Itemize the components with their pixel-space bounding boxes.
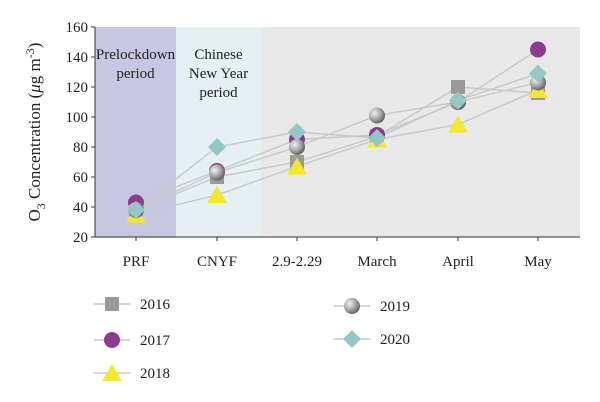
legend: 2016 2017 2018 2019 2020 [94, 297, 410, 382]
x-tick-label: May [524, 254, 552, 270]
legend-marker-2016 [105, 297, 119, 311]
y-tick-label: 20 [73, 230, 88, 246]
band-label: period [116, 66, 155, 82]
point-2018-1 [207, 186, 227, 203]
band-label: Prelockdown [96, 47, 176, 63]
band-label: period [199, 85, 238, 101]
x-tick-label: 2.9-2.29 [272, 254, 322, 270]
point-2017-5 [530, 41, 546, 58]
y-tick-label: 60 [73, 170, 88, 186]
series-line-2017 [135, 48, 539, 204]
y-axis-label: O3 Concentration (μg m-3) [23, 43, 48, 222]
legend-label-2019: 2019 [380, 299, 410, 315]
legend-label-2016: 2016 [140, 297, 171, 313]
point-2020-0 [127, 201, 145, 219]
y-axis-title: O3 Concentration (μg m-3) [23, 43, 48, 222]
point-2019-2 [289, 139, 305, 155]
x-tick-label: CNYF [197, 254, 237, 270]
data-markers [126, 41, 548, 223]
band-label: New Year [189, 66, 248, 82]
series-line-2016 [135, 86, 539, 211]
x-tick-label: PRF [123, 254, 150, 270]
point-2020-2 [288, 123, 306, 141]
y-tick-label: 40 [73, 200, 88, 216]
point-2016-4 [451, 80, 465, 94]
y-tick-label: 140 [66, 50, 89, 66]
legend-marker-2018 [102, 364, 122, 381]
point-2020-5 [529, 64, 547, 83]
y-tick-label: 120 [66, 80, 89, 96]
series-lines [135, 48, 539, 216]
y-tick-label: 80 [73, 140, 88, 156]
series-line-2020 [135, 72, 539, 211]
y-tick-label: 100 [66, 110, 89, 126]
axes: 20 40 60 80 100 120 140 160 PRF CNYF 2.9-2.29 March… [66, 20, 580, 270]
x-tick-label: April [442, 254, 474, 270]
legend-label-2017: 2017 [140, 333, 171, 349]
y-tick-label: 160 [66, 20, 89, 36]
x-tick-label: March [357, 254, 397, 270]
band-label: Chinese [194, 47, 243, 63]
legend-marker-2020 [343, 330, 361, 348]
point-2020-1 [208, 138, 226, 156]
point-2020-3 [368, 129, 386, 147]
legend-marker-2019 [344, 298, 360, 314]
point-2018-4 [448, 115, 468, 133]
period-bands: Prelockdown period Chinese New Year period [95, 27, 580, 237]
series-line-2018 [135, 89, 539, 216]
legend-label-2020: 2020 [380, 332, 410, 348]
point-2019-1 [209, 164, 225, 181]
point-2020-4 [449, 91, 467, 110]
legend-label-2018: 2018 [140, 366, 170, 382]
legend-marker-2017 [104, 332, 120, 348]
point-2018-2 [287, 157, 307, 175]
point-2019-3 [369, 107, 385, 124]
series-line-2019 [135, 81, 539, 211]
